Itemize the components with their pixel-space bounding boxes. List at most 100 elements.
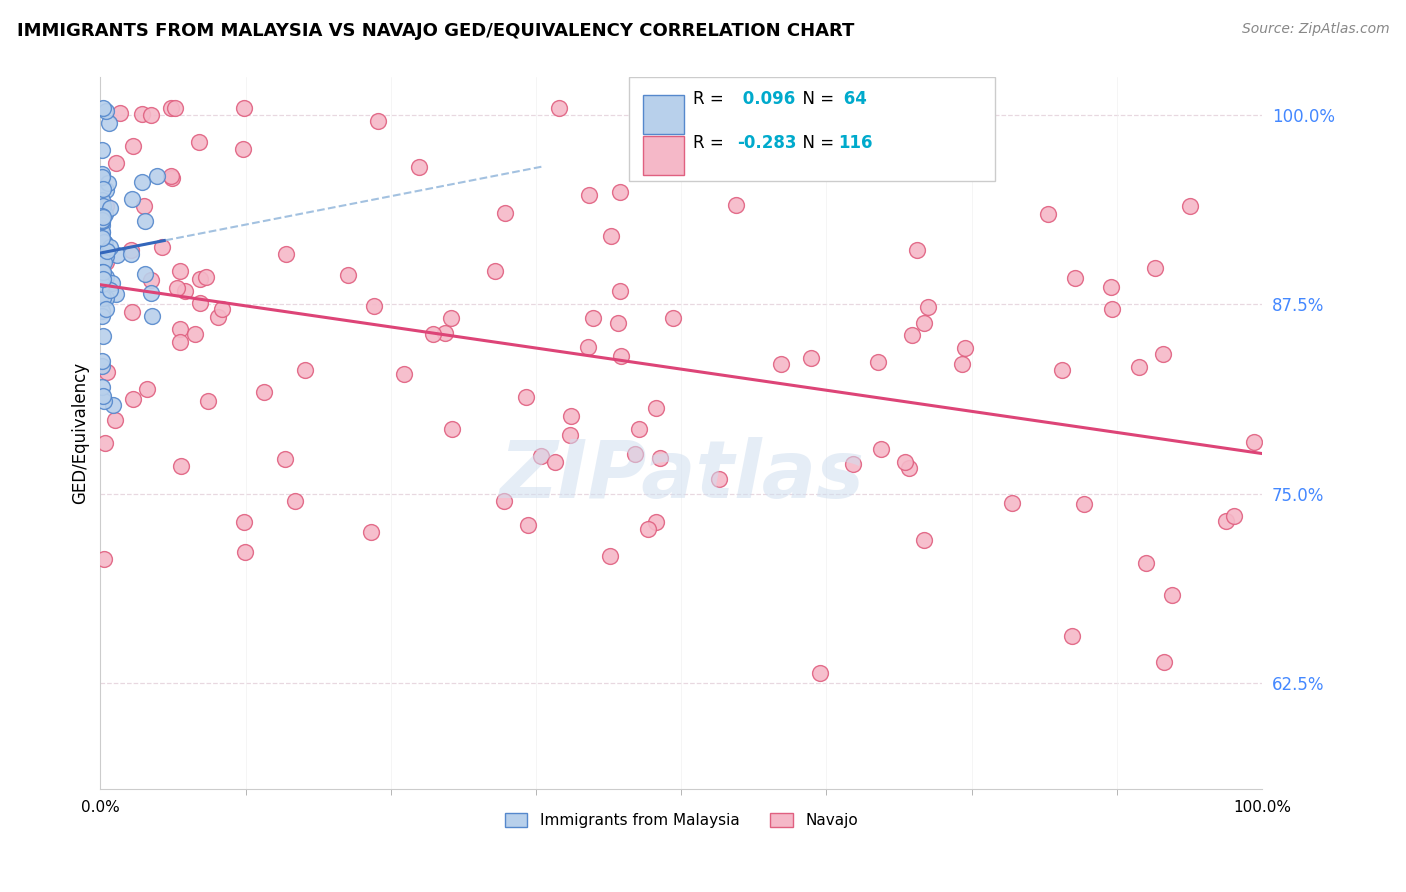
Point bbox=[183, 326, 205, 341]
Point bbox=[894, 455, 917, 469]
Point bbox=[870, 442, 893, 457]
Point bbox=[273, 452, 295, 467]
Point bbox=[188, 296, 211, 310]
Point bbox=[1099, 280, 1122, 294]
Point bbox=[1001, 496, 1024, 510]
Point bbox=[169, 322, 191, 336]
Point bbox=[97, 177, 120, 191]
Point bbox=[394, 368, 416, 382]
Point bbox=[91, 211, 114, 225]
Point bbox=[808, 666, 831, 681]
Point bbox=[1223, 508, 1246, 523]
Point bbox=[94, 291, 117, 305]
Point bbox=[90, 265, 112, 279]
Point bbox=[211, 301, 233, 316]
Point bbox=[90, 213, 112, 227]
Point bbox=[90, 241, 112, 255]
Point bbox=[530, 449, 553, 463]
Point bbox=[108, 105, 131, 120]
Point bbox=[645, 515, 668, 529]
Point bbox=[90, 214, 112, 228]
Point bbox=[90, 287, 112, 301]
Point bbox=[1073, 497, 1095, 511]
Point bbox=[166, 281, 188, 295]
Point bbox=[274, 247, 297, 261]
Point bbox=[96, 248, 118, 262]
Legend: Immigrants from Malaysia, Navajo: Immigrants from Malaysia, Navajo bbox=[498, 806, 863, 834]
Point bbox=[609, 186, 631, 200]
Point bbox=[187, 136, 209, 150]
Point bbox=[122, 392, 145, 406]
Point bbox=[441, 422, 464, 436]
Bar bbox=[628, 78, 995, 180]
Point bbox=[96, 301, 118, 316]
Point bbox=[90, 195, 112, 210]
Point bbox=[1060, 629, 1083, 643]
Point bbox=[609, 285, 631, 299]
Point bbox=[131, 175, 153, 189]
Point bbox=[91, 329, 114, 343]
Point bbox=[121, 192, 143, 206]
Point bbox=[1050, 363, 1073, 377]
Point bbox=[94, 436, 117, 450]
Point bbox=[97, 116, 120, 130]
Point bbox=[582, 310, 605, 325]
Point bbox=[606, 316, 628, 330]
Point bbox=[515, 391, 537, 405]
Point bbox=[1243, 434, 1265, 449]
Point bbox=[661, 310, 683, 325]
Point bbox=[494, 206, 516, 220]
Point bbox=[91, 199, 114, 213]
Point bbox=[90, 218, 112, 232]
Point bbox=[905, 244, 928, 258]
Point bbox=[90, 258, 112, 272]
Point bbox=[146, 169, 169, 183]
Point bbox=[120, 246, 142, 260]
Point bbox=[96, 365, 118, 379]
Text: 116: 116 bbox=[838, 134, 873, 152]
Point bbox=[104, 155, 127, 169]
Point bbox=[232, 142, 254, 156]
Point bbox=[170, 459, 193, 474]
Point bbox=[94, 235, 117, 250]
Point bbox=[96, 104, 118, 119]
Y-axis label: GED/Equivalency: GED/Equivalency bbox=[72, 362, 89, 504]
Point bbox=[337, 268, 360, 282]
Point bbox=[624, 447, 647, 461]
Text: ZIPatlas: ZIPatlas bbox=[499, 437, 863, 515]
Point bbox=[440, 311, 463, 326]
Point bbox=[91, 193, 114, 207]
Point bbox=[1101, 301, 1123, 316]
Point bbox=[160, 169, 183, 183]
Point bbox=[408, 160, 430, 174]
Point bbox=[91, 389, 114, 403]
Point bbox=[98, 202, 121, 216]
Point bbox=[150, 240, 173, 254]
Point bbox=[1128, 360, 1150, 375]
Point bbox=[637, 522, 659, 536]
Point bbox=[90, 167, 112, 181]
Point bbox=[96, 269, 118, 284]
Point bbox=[842, 457, 865, 471]
Point bbox=[98, 283, 121, 297]
Point bbox=[169, 264, 191, 278]
Point bbox=[141, 309, 163, 323]
Point bbox=[91, 226, 114, 240]
Point bbox=[98, 240, 121, 254]
Point bbox=[770, 357, 793, 371]
Point bbox=[707, 472, 730, 486]
Point bbox=[912, 533, 935, 548]
Text: 64: 64 bbox=[838, 90, 868, 108]
Point bbox=[91, 169, 114, 184]
Point bbox=[91, 101, 114, 115]
Point bbox=[90, 309, 112, 323]
Point bbox=[644, 401, 666, 415]
Point bbox=[897, 460, 920, 475]
Point bbox=[93, 394, 115, 409]
Point bbox=[134, 214, 156, 228]
Point bbox=[627, 421, 650, 435]
Point bbox=[548, 101, 571, 115]
Point bbox=[610, 349, 633, 363]
Text: R =: R = bbox=[693, 134, 728, 152]
Point bbox=[105, 247, 128, 261]
